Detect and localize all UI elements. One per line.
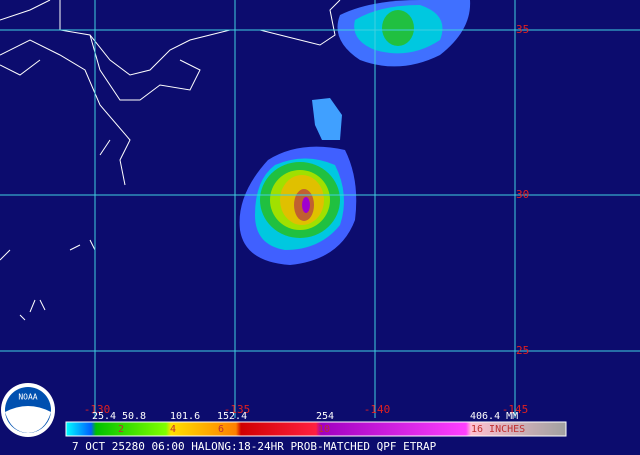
scale-mm-label: 406.4 MM	[470, 411, 518, 422]
scale-mm-label: 50.8	[122, 411, 146, 422]
scale-in-label: 6	[218, 424, 224, 435]
lon-label: -145	[502, 403, 529, 416]
caption: 7 OCT 25280 06:00 HALONG:18-24HR PROB-MA…	[72, 440, 437, 453]
logo-text: NOAA	[18, 393, 37, 402]
scale-in-label: 4	[170, 424, 176, 435]
lon-label: -130	[84, 403, 111, 416]
scale-mm-label: 152.4	[217, 411, 247, 422]
scale-in-label: 2	[118, 424, 124, 435]
scale-mm-label: 25.4	[92, 411, 116, 422]
coastline	[0, 0, 341, 321]
lon-label: -140	[364, 403, 391, 416]
lat-label: 25	[516, 344, 529, 357]
scale-mm-label: 254	[316, 411, 334, 422]
lat-label: 35	[516, 23, 529, 36]
graticule	[0, 0, 640, 418]
color-scale	[65, 421, 567, 437]
rain-south	[239, 98, 357, 265]
scale-in-label: 10	[318, 424, 330, 435]
rain-north	[337, 0, 471, 67]
lat-label: 30	[516, 188, 529, 201]
lon-label: -135	[224, 403, 251, 416]
noaa-logo: NOAA	[1, 383, 55, 437]
scale-mm-label: 101.6	[170, 411, 200, 422]
scale-in-label: 16 INCHES	[471, 424, 525, 435]
